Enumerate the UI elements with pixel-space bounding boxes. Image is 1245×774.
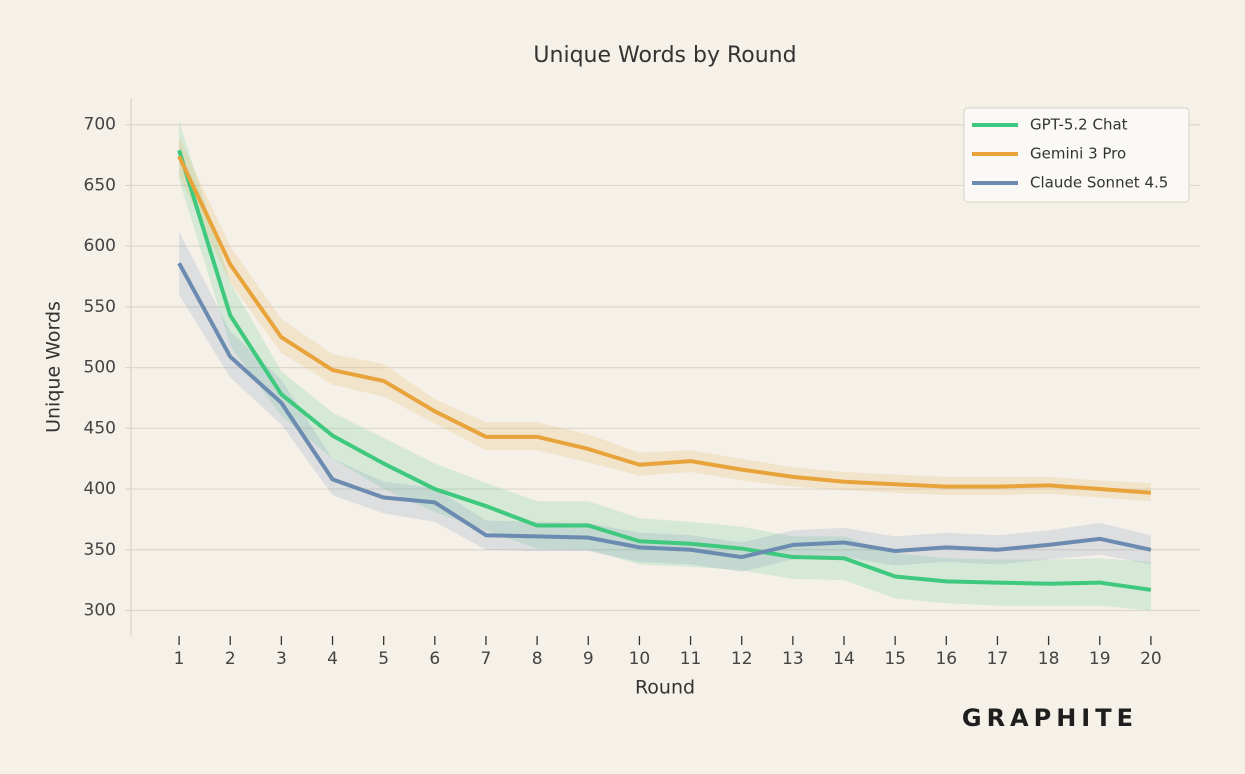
x-tick-label: 17 [987, 649, 1009, 669]
x-tick-label: 2 [225, 649, 236, 669]
x-tick-label: 4 [327, 649, 338, 669]
series-line [177, 262, 1152, 560]
x-tick-label: 9 [583, 649, 594, 669]
watermark: GRAPHITE [962, 704, 1138, 732]
legend-label: Claude Sonnet 4.5 [1030, 174, 1168, 192]
x-tick-label: 16 [935, 649, 957, 669]
y-tick-label: 500 [84, 358, 116, 378]
confidence-band [179, 231, 1151, 572]
x-tick-label: 8 [532, 649, 543, 669]
y-tick-label: 350 [84, 540, 116, 560]
series-line [177, 155, 1152, 495]
series-line [177, 149, 1152, 592]
x-tick-label: 1 [174, 649, 185, 669]
x-tick-label: 3 [276, 649, 287, 669]
y-axis-label: Unique Words [43, 301, 65, 433]
legend-box [963, 107, 1190, 203]
y-tick-label: 600 [84, 236, 116, 256]
x-tick-label: 11 [680, 649, 702, 669]
y-tick-label: 650 [84, 175, 116, 195]
y-tick-label: 300 [84, 600, 116, 620]
x-tick-label: 18 [1038, 649, 1060, 669]
x-tick-label: 19 [1089, 649, 1111, 669]
legend-label: GPT-5.2 Chat [1030, 116, 1128, 134]
confidence-band [179, 136, 1151, 502]
x-axis-label: Round [635, 677, 695, 699]
confidence-band [179, 121, 1151, 611]
x-tick-label: 7 [481, 649, 492, 669]
x-tick-label: 6 [429, 649, 440, 669]
x-tick-label: 10 [629, 649, 651, 669]
x-tick-label: 5 [378, 649, 389, 669]
x-tick-label: 12 [731, 649, 753, 669]
y-tick-label: 400 [84, 479, 116, 499]
y-tick-label: 450 [84, 418, 116, 438]
y-tick-label: 550 [84, 297, 116, 317]
y-tick-label: 700 [84, 115, 116, 135]
legend-label: Gemini 3 Pro [1030, 145, 1126, 163]
x-tick-label: 15 [884, 649, 906, 669]
x-tick-label: 13 [782, 649, 804, 669]
x-tick-label: 20 [1140, 649, 1162, 669]
chart-title: Unique Words by Round [533, 43, 796, 68]
x-tick-label: 14 [833, 649, 855, 669]
